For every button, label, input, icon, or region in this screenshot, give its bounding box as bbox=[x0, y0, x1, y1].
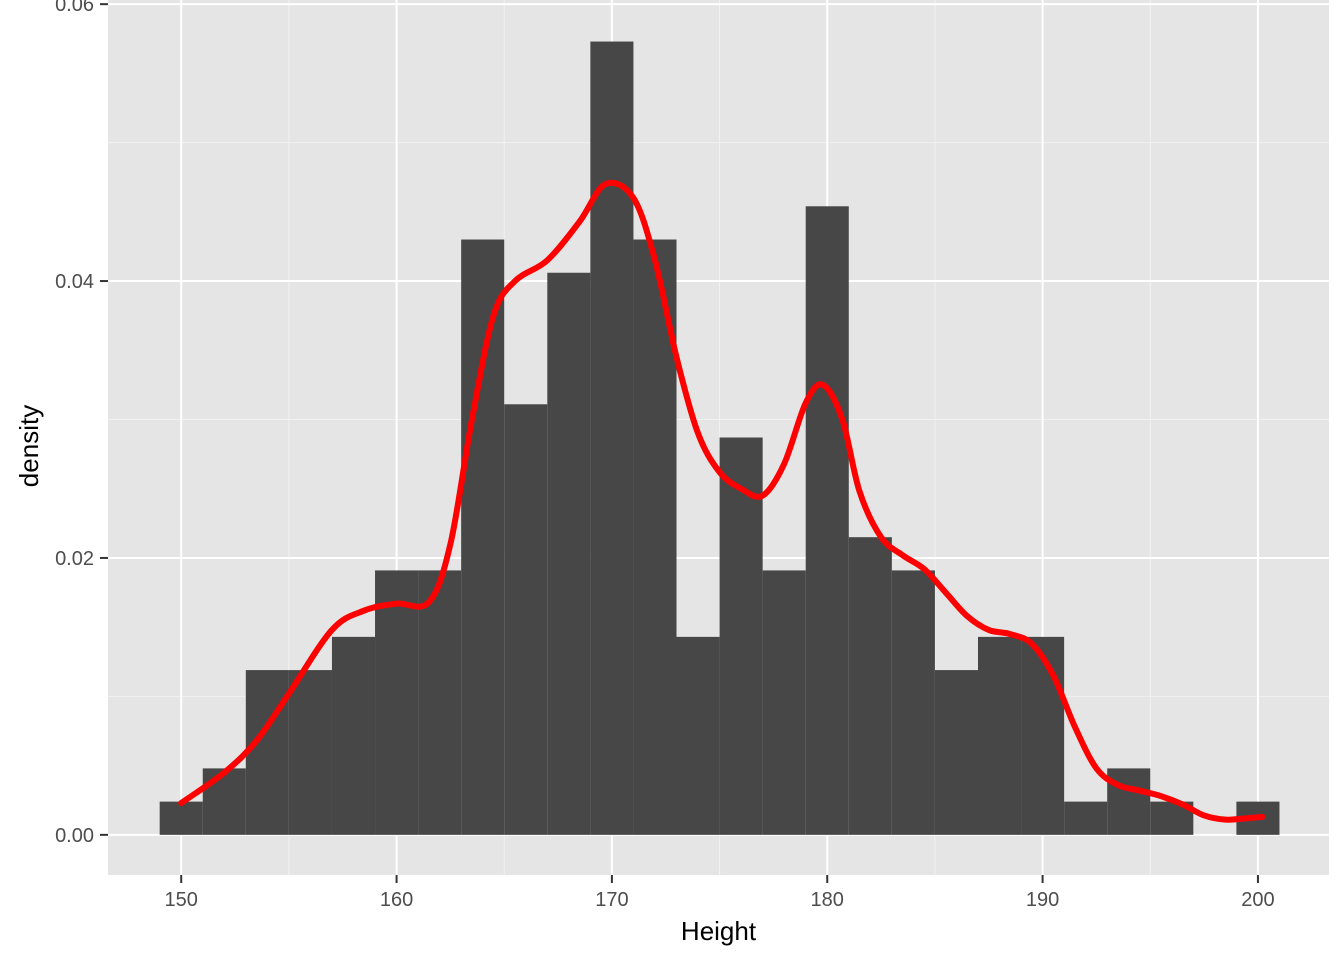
histogram-bar bbox=[461, 239, 505, 835]
histogram-bar bbox=[375, 570, 419, 835]
density-curve bbox=[178, 179, 1266, 823]
histogram-bar bbox=[1064, 801, 1108, 835]
histogram-bar bbox=[1021, 636, 1065, 835]
histogram-bar bbox=[590, 41, 634, 835]
y-axis: 0.00 0.02 0.04 0.06 bbox=[55, 0, 108, 847]
histogram-bar bbox=[547, 272, 591, 835]
histogram-bar bbox=[805, 206, 849, 835]
x-tick-label: 160 bbox=[380, 889, 413, 911]
x-tick-label: 190 bbox=[1026, 889, 1059, 911]
histogram-bar bbox=[418, 570, 462, 835]
histogram-bar bbox=[1107, 768, 1151, 835]
y-tick-label: 0.00 bbox=[55, 825, 94, 847]
histogram-bar bbox=[891, 570, 935, 835]
histogram-bar bbox=[245, 670, 289, 835]
y-tick-label: 0.06 bbox=[55, 0, 94, 16]
y-axis-title: density bbox=[14, 405, 44, 487]
x-tick-label: 200 bbox=[1241, 889, 1274, 911]
histogram-bar bbox=[762, 570, 806, 835]
x-axis: 150 160 170 180 190 200 bbox=[165, 875, 1275, 911]
histogram-bar bbox=[848, 537, 892, 835]
histogram-bar bbox=[977, 636, 1022, 835]
y-tick-label: 0.04 bbox=[55, 271, 94, 293]
histogram-bar bbox=[288, 670, 332, 835]
x-tick-label: 180 bbox=[811, 889, 844, 911]
histogram-bar bbox=[719, 437, 763, 835]
x-tick-label: 150 bbox=[165, 889, 198, 911]
x-tick-label: 170 bbox=[595, 889, 628, 911]
histogram-bar bbox=[934, 670, 978, 835]
x-axis-title: Height bbox=[681, 916, 757, 946]
histogram-bar bbox=[159, 801, 203, 835]
histogram-bar bbox=[504, 404, 548, 835]
histogram-bars bbox=[159, 41, 1280, 835]
histogram-bar bbox=[676, 636, 720, 835]
histogram-bar bbox=[202, 768, 246, 835]
y-tick-label: 0.02 bbox=[55, 548, 94, 570]
histogram-bar bbox=[331, 636, 376, 835]
